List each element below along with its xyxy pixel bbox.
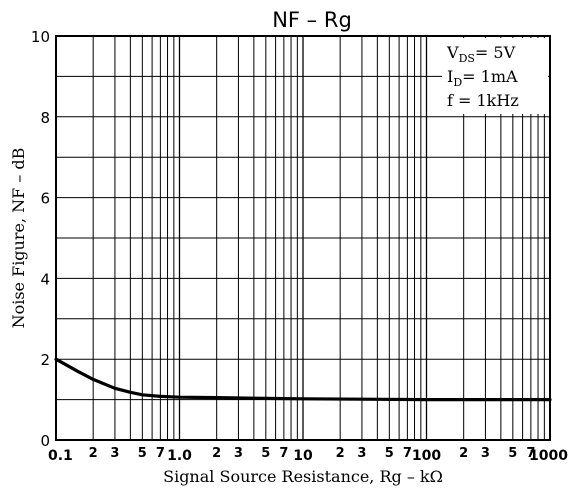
x-minor-tick-label: 7 — [156, 446, 165, 461]
x-tick-label: 0.1 — [48, 448, 73, 464]
x-minor-tick-label: 7 — [403, 446, 412, 461]
x-tick-label: 1000 — [529, 448, 568, 464]
x-minor-tick-label: 2 — [336, 446, 345, 461]
x-axis-label: Signal Source Resistance, Rg – kΩ — [163, 467, 443, 486]
y-axis-label: Noise Figure, NF – dB — [9, 148, 28, 329]
data-series — [54, 357, 552, 402]
condition-id-main: I — [447, 67, 453, 86]
condition-vds: VDS= 5V — [446, 43, 516, 65]
y-tick-label: 6 — [40, 190, 50, 208]
condition-vds-sub: DS — [459, 52, 475, 65]
x-minor-tick-label: 3 — [481, 446, 490, 461]
condition-id-value: = 1mA — [462, 67, 518, 86]
conditions-background — [442, 38, 548, 114]
x-minor-tick-label: 7 — [279, 446, 288, 461]
condition-f: f = 1kHz — [447, 91, 519, 110]
y-tick-label: 0 — [40, 432, 50, 450]
x-minor-tick-label: 2 — [459, 446, 468, 461]
x-tick-label: 10 — [293, 448, 313, 464]
y-tick-labels: 0 2 4 6 8 10 — [31, 28, 50, 450]
x-minor-tick-label: 7 — [526, 446, 535, 461]
y-tick-label: 10 — [31, 28, 50, 46]
x-minor-tick-label: 5 — [385, 446, 394, 461]
x-minor-tick-label: 5 — [508, 446, 517, 461]
condition-id: ID= 1mA — [447, 67, 518, 89]
x-minor-tick-label: 3 — [234, 446, 243, 461]
x-minor-tick-label: 5 — [261, 446, 270, 461]
condition-vds-value: = 5V — [475, 43, 516, 62]
condition-id-sub: D — [453, 76, 462, 89]
nf-curve — [54, 357, 552, 402]
chart-title: NF – Rg — [272, 8, 352, 32]
y-tick-label: 8 — [40, 109, 50, 127]
x-tick-label: 100 — [412, 448, 441, 464]
conditions-box: VDS= 5V ID= 1mA f = 1kHz — [442, 38, 548, 114]
x-minor-tick-label: 3 — [110, 446, 119, 461]
grid — [56, 36, 550, 440]
condition-vds-main: V — [446, 43, 459, 62]
y-tick-label: 2 — [40, 351, 50, 369]
x-minor-tick-label: 2 — [89, 446, 98, 461]
y-tick-label: 4 — [40, 270, 50, 288]
plot-frame — [55, 35, 551, 441]
x-minor-tick-label: 2 — [212, 446, 221, 461]
x-minor-tick-label: 3 — [357, 446, 366, 461]
x-tick-label: 1.0 — [167, 448, 192, 464]
x-minor-tick-label: 5 — [138, 446, 147, 461]
